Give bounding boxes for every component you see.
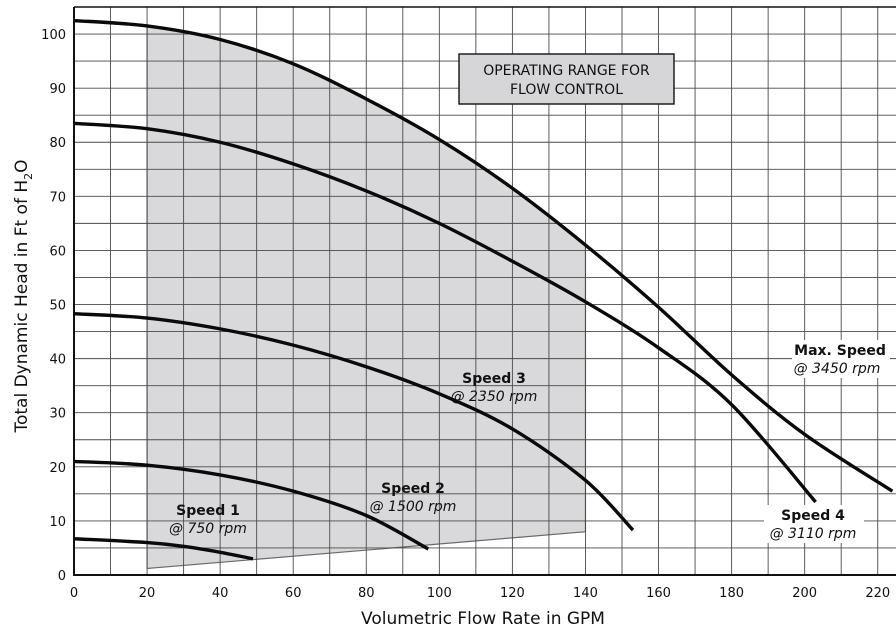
x-tick-labels: 0 20 40 60 80 100 120 140 160 180 200 220 (70, 586, 890, 601)
y-tick-label: 80 (49, 136, 66, 151)
x-tick-label: 160 (646, 586, 671, 601)
operating-range-label-line2: FLOW CONTROL (510, 82, 623, 98)
y-tick-labels: 0 10 20 30 40 50 60 70 80 90 100 (41, 28, 66, 584)
y-tick-label: 30 (49, 407, 66, 422)
speed-4-curve (73, 121, 817, 504)
x-tick-label: 20 (139, 586, 156, 601)
x-tick-label: 220 (865, 586, 890, 601)
x-tick-label: 80 (358, 586, 375, 601)
x-tick-label: 100 (427, 586, 452, 601)
axes (73, 6, 896, 576)
y-tick-label: 70 (49, 190, 66, 205)
y-tick-label: 40 (49, 353, 66, 368)
y-tick-label: 0 (58, 569, 66, 584)
x-tick-label: 60 (285, 586, 302, 601)
operating-range-box (458, 53, 675, 105)
speed-3-curve (73, 312, 635, 532)
x-tick-label: 180 (719, 586, 744, 601)
speed-curves (73, 18, 894, 561)
y-tick-label: 10 (49, 515, 66, 530)
speed-4-label: Speed 4 (781, 508, 845, 524)
y-tick-label: 90 (49, 82, 66, 97)
speed-2-label: Speed 2 (381, 481, 445, 497)
speed-2-rpm: @ 1500 rpm (370, 499, 457, 515)
max-speed-rpm: @ 3450 rpm (794, 361, 881, 377)
y-tick-label: 50 (49, 299, 66, 314)
y-tick-label: 20 (49, 461, 66, 476)
x-tick-label: 40 (212, 586, 229, 601)
y-tick-label: 100 (41, 28, 66, 43)
x-axis-title: Volumetric Flow Rate in GPM (361, 609, 605, 629)
x-tick-label: 140 (573, 586, 598, 601)
speed-2-curve (73, 459, 430, 551)
speed-3-label: Speed 3 (462, 371, 526, 387)
speed-4-label-bg (764, 505, 864, 543)
operating-range-label-line1: OPERATING RANGE FOR (483, 63, 650, 79)
speed-1-label: Speed 1 (176, 503, 240, 519)
y-axis-title: Total Dynamic Head in Ft of H2O (12, 159, 35, 433)
x-tick-label: 200 (792, 586, 817, 601)
speed-4-rpm: @ 3110 rpm (770, 526, 857, 542)
max-speed-curve (73, 18, 894, 493)
max-speed-label: Max. Speed (794, 343, 886, 359)
x-tick-label: 120 (500, 586, 525, 601)
max-speed-label-bg (792, 340, 890, 378)
speed-1-rpm: @ 750 rpm (169, 521, 247, 537)
y-tick-label: 60 (49, 244, 66, 259)
x-tick-label: 0 (70, 586, 78, 601)
speed-3-rpm: @ 2350 rpm (451, 389, 538, 405)
speed-1-curve (73, 537, 254, 561)
